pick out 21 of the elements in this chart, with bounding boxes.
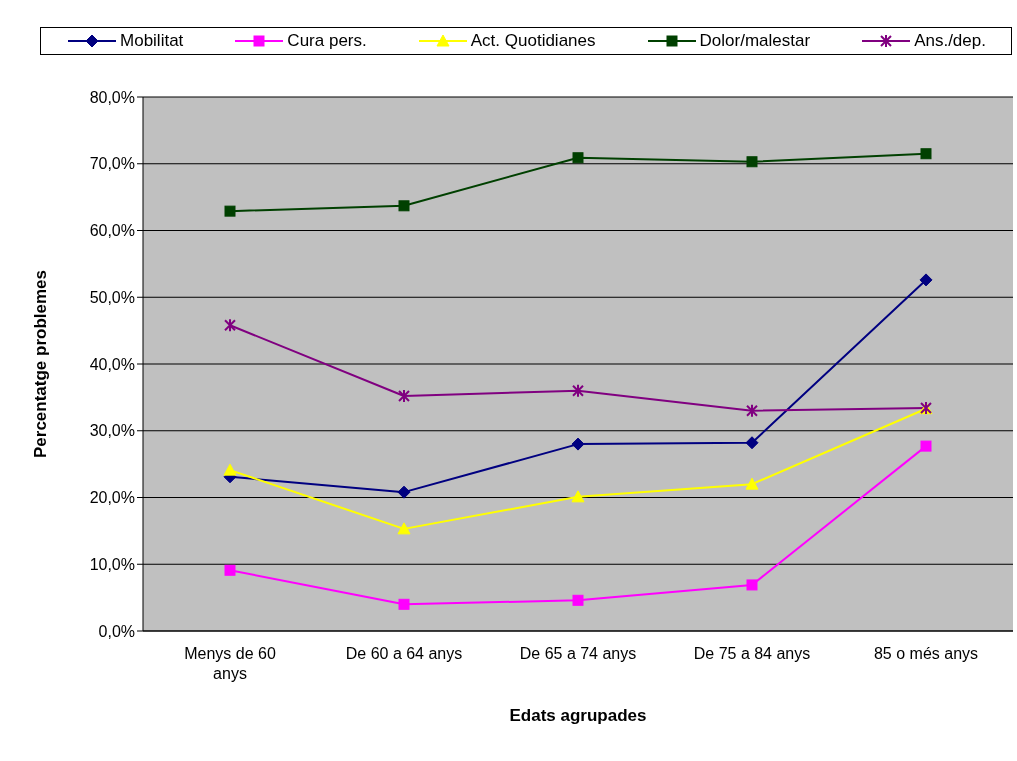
legend-label: Cura pers.	[287, 31, 367, 51]
legend-label: Mobilitat	[120, 31, 184, 51]
x-tick-label: De 75 a 84 anys	[693, 645, 811, 662]
x-tick-label: 85 o més anys	[873, 645, 979, 662]
legend-label: Ans./dep.	[914, 31, 986, 51]
y-tick-label: 30,0%	[89, 422, 135, 440]
y-tick-label: 80,0%	[89, 88, 135, 106]
y-tick-label: 50,0%	[89, 288, 135, 306]
y-tick-label: 20,0%	[89, 489, 135, 507]
y-tick-label: 10,0%	[89, 555, 135, 573]
x-tick-label: De 65 a 74 anys	[519, 645, 637, 662]
y-tick-label: 40,0%	[89, 355, 135, 373]
legend-label: Dolor/malestar	[699, 31, 811, 51]
y-tick-label: 0,0%	[98, 622, 135, 640]
x-axis-title: Edats agrupades	[509, 706, 647, 725]
y-axis-title: Percentatge problemes	[31, 269, 51, 459]
x-tick-label: Menys de 60 anys	[184, 645, 276, 682]
y-tick-label: 70,0%	[89, 155, 135, 173]
legend-label: Act. Quotidianes	[470, 31, 596, 51]
y-tick-label: 60,0%	[89, 222, 135, 240]
x-tick-label: De 60 a 64 anys	[345, 645, 463, 662]
